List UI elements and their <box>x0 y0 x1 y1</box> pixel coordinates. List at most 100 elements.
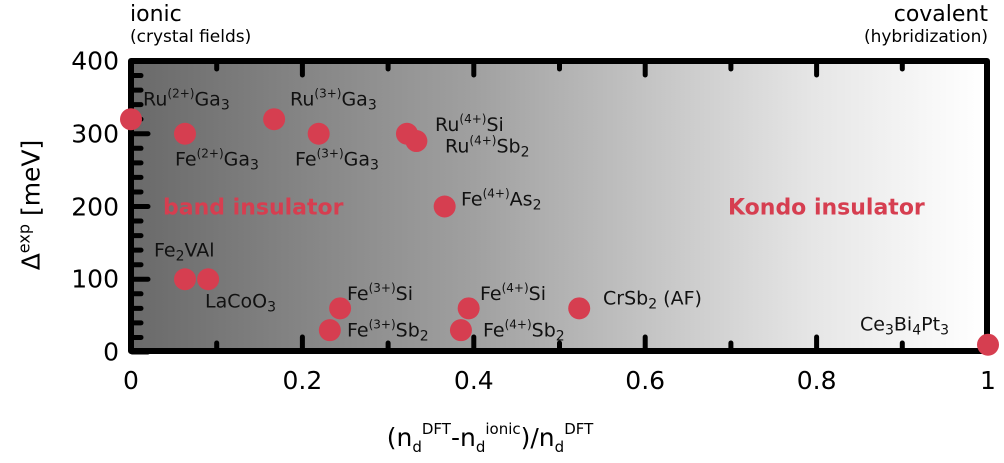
x-tick-label: 1 <box>980 366 996 395</box>
point-label-part: 2 <box>520 144 530 161</box>
region-label-kondo-insulator: Kondo insulator <box>728 195 925 221</box>
point-label-part: (3+) <box>368 317 396 332</box>
point-label-part: Pt <box>921 313 941 336</box>
point-label-part: Ru <box>435 114 460 136</box>
xlabel-part: -n <box>450 423 476 452</box>
data-point <box>318 319 341 342</box>
point-label: Fe2VAl <box>154 240 215 265</box>
data-point <box>120 108 142 131</box>
data-point <box>449 319 472 342</box>
point-label: Fe(3+)Sb2 <box>347 318 429 345</box>
point-label-part: LaCoO <box>205 290 268 313</box>
point-label-part: VAl <box>184 239 215 262</box>
x-tick-label: 0.4 <box>453 366 494 395</box>
point-label-part: (4+) <box>501 281 529 295</box>
point-label-part: Fe <box>154 239 176 262</box>
data-point <box>173 268 196 291</box>
point-label: Ru(4+)Sb2 <box>445 134 530 161</box>
point-label-part: (2+) <box>196 146 224 161</box>
point-label-part: 3 <box>267 299 276 316</box>
point-label-part: As <box>509 188 533 211</box>
xlabel-part: DFT <box>421 420 451 438</box>
point-label-part: CrSb <box>603 287 649 310</box>
point-label-part: 3 <box>370 157 379 174</box>
xlabel-part: d <box>554 438 565 456</box>
point-label-part: Fe <box>295 148 317 171</box>
point-label-part: Fe <box>483 319 505 342</box>
xlabel-part: DFT <box>564 420 594 438</box>
y-axis-label: Δexp [meV] <box>15 140 46 271</box>
corner-right-subtitle: (hybridization) <box>863 27 988 47</box>
point-label-part: 2 <box>555 328 565 345</box>
point-label-part: (3+) <box>316 146 344 161</box>
point-label: Ru(2+)Ga3 <box>143 87 230 114</box>
point-label-part: Ru <box>445 135 470 158</box>
point-label: Fe(3+)Ga3 <box>295 147 379 174</box>
point-label-part: (2+) <box>167 86 195 101</box>
x-tick-label: 0.6 <box>625 366 666 395</box>
point-label-part: Fe <box>480 283 502 305</box>
data-point <box>405 130 428 153</box>
point-label: Fe(4+)Sb2 <box>483 318 565 345</box>
ylabel-part: Δ <box>16 253 46 271</box>
point-label: Ru(3+)Ga3 <box>290 87 377 114</box>
point-label-part: (3+) <box>368 281 396 295</box>
point-label-part: Ga <box>194 88 221 111</box>
point-label-part: Fe <box>347 283 369 305</box>
ylabel-part: exp <box>14 224 34 254</box>
data-point <box>197 268 220 291</box>
y-tick-label: 300 <box>71 119 119 149</box>
point-label-part: 2 <box>532 197 542 214</box>
point-label: Fe(2+)Ga3 <box>175 147 259 174</box>
point-label-part: (3+) <box>314 86 342 101</box>
point-label-part: Si <box>395 283 413 305</box>
y-tick-label: 0 <box>103 337 119 367</box>
x-tick-label: 0.2 <box>282 366 323 395</box>
point-label: CrSb2 (AF) <box>603 288 702 313</box>
point-label: Ru(4+)Si <box>435 112 504 136</box>
point-label-part: Ga <box>223 148 251 171</box>
xlabel-part: d <box>412 438 422 456</box>
x-axis-label: (ndDFT-ndionic)/ndDFT <box>387 420 594 456</box>
x-tick-label: 0.8 <box>796 366 837 395</box>
xlabel-part: (n <box>386 423 413 452</box>
point-label-part: 4 <box>912 322 922 339</box>
point-label-part: 3 <box>220 97 230 114</box>
data-point <box>307 122 330 145</box>
corner-right-title: covalent <box>893 2 988 27</box>
y-tick-label: 100 <box>71 264 119 294</box>
point-label-part: 3 <box>884 322 894 339</box>
point-label-part: Bi <box>893 313 913 336</box>
xlabel-part: d <box>475 438 486 456</box>
point-label: Ce3Bi4Pt3 <box>860 314 949 339</box>
point-label-part: 2 <box>419 328 429 345</box>
data-point <box>263 108 286 131</box>
corner-left-subtitle: (crystal fields) <box>130 27 252 47</box>
region-label-band-insulator: band insulator <box>163 195 344 221</box>
point-label-part: Ru <box>290 88 315 111</box>
data-point <box>568 297 591 320</box>
y-tick-label: 200 <box>71 192 119 221</box>
point-label-part: Fe <box>347 319 369 342</box>
ylabel-part: [meV] <box>16 139 46 224</box>
data-point <box>433 195 456 218</box>
point-label-part: Ce <box>860 313 885 336</box>
point-label-part: 3 <box>250 157 259 174</box>
point-label-part: (4+) <box>469 133 497 148</box>
point-label: Fe(4+)As2 <box>461 187 541 214</box>
data-point <box>329 297 352 320</box>
point-label-part: 2 <box>648 296 658 313</box>
data-point <box>173 122 196 145</box>
point-label-part: Fe <box>175 148 197 171</box>
point-label-part: Sb <box>496 135 521 158</box>
point-label-part: Ga <box>343 148 371 171</box>
point-label-part: (4+) <box>482 186 510 201</box>
point-label-part: Ga <box>341 88 368 111</box>
point-label-part: Si <box>528 283 546 305</box>
xlabel-part: ionic <box>485 420 521 438</box>
point-label-part: Fe <box>461 188 483 211</box>
point-label-part: Sb <box>395 319 420 342</box>
point-label-part: 3 <box>940 322 949 339</box>
